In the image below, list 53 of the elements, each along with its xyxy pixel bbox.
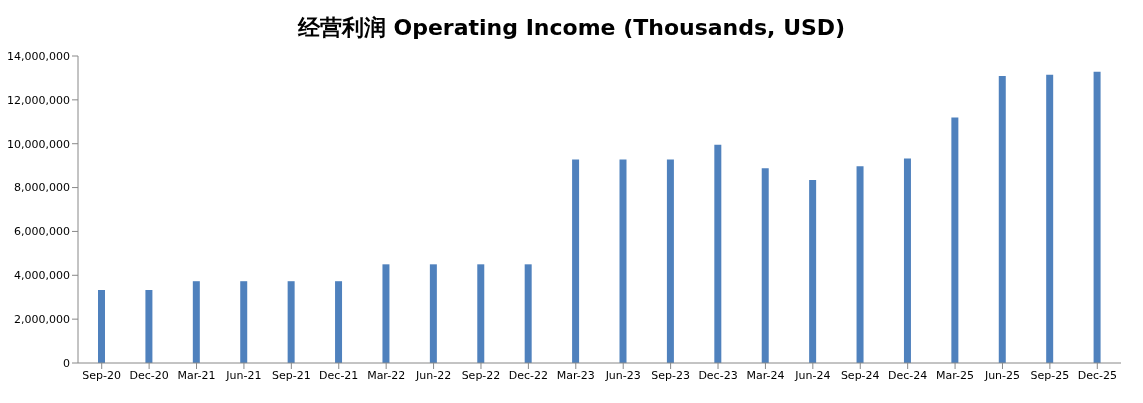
y-tick-label: 14,000,000 (7, 49, 70, 63)
x-tick-label: Jun-24 (794, 368, 831, 382)
x-tick-label: Sep-21 (271, 368, 311, 382)
y-tick-label: 4,000,000 (14, 269, 70, 283)
y-tick-label: 2,000,000 (14, 313, 70, 327)
x-tick-label: Mar-23 (556, 368, 595, 382)
x-tick-label: Jun-22 (414, 368, 452, 382)
x-tick-label: Jun-25 (983, 368, 1021, 382)
bar (145, 289, 153, 363)
bar (1093, 71, 1101, 363)
x-tick-label: Dec-20 (129, 368, 169, 382)
bar (619, 159, 627, 363)
bar (809, 180, 817, 363)
bar (666, 159, 674, 363)
x-tick-label: Dec-24 (888, 368, 928, 382)
bar (335, 281, 343, 363)
bar (382, 264, 390, 363)
bar (240, 281, 248, 363)
x-tick-label: Mar-22 (367, 368, 406, 382)
bar (761, 168, 769, 363)
y-tick-label: 10,000,000 (7, 137, 70, 151)
x-tick-label: Mar-24 (746, 368, 785, 382)
bar (856, 166, 864, 363)
bar (903, 158, 911, 363)
x-tick-label: Sep-23 (651, 368, 690, 382)
bar (714, 144, 722, 363)
x-tick-label: Mar-25 (936, 368, 975, 382)
bar (524, 264, 532, 363)
x-tick-label: Dec-21 (319, 368, 359, 382)
x-tick-label: Dec-25 (1077, 368, 1117, 382)
y-tick-label: 12,000,000 (7, 93, 70, 107)
x-tick-label: Sep-22 (461, 368, 501, 382)
y-tick-label: 0 (63, 356, 70, 370)
x-tick-label: Dec-23 (698, 368, 738, 382)
x-tick-label: Jun-21 (225, 368, 262, 382)
y-tick-label: 8,000,000 (14, 181, 70, 195)
bar (477, 264, 485, 363)
bar (951, 117, 959, 363)
y-tick-label: 6,000,000 (14, 225, 70, 239)
bar (429, 264, 437, 363)
bar (572, 159, 580, 363)
x-tick-label: Dec-22 (508, 368, 549, 382)
chart-title: 经营利润 Operating Income (Thousands, USD) (296, 14, 847, 42)
x-tick-label: Sep-25 (1030, 368, 1070, 382)
bar (998, 75, 1006, 363)
bar (1046, 74, 1054, 363)
bar (192, 281, 200, 363)
bar (287, 281, 295, 363)
bar (98, 289, 105, 363)
x-tick-label: Sep-20 (82, 368, 122, 382)
x-tick-label: Mar-21 (177, 368, 216, 382)
x-tick-label: Sep-24 (840, 368, 880, 382)
x-tick-label: Jun-23 (604, 368, 641, 382)
